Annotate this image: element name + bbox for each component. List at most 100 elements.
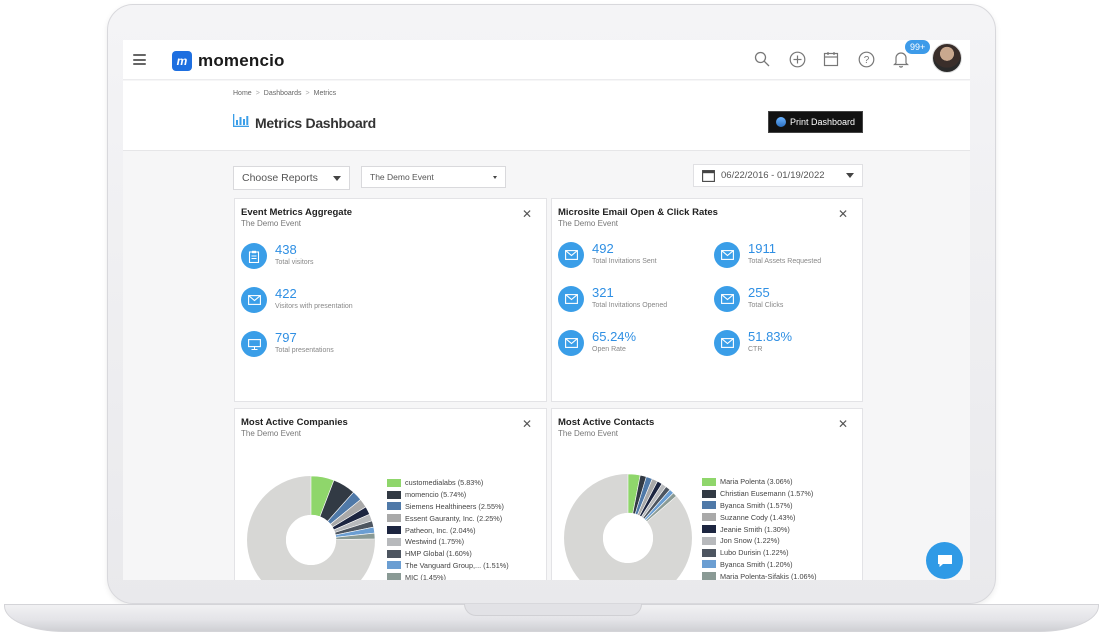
legend-label: HMP Global (1.60%) <box>405 549 472 559</box>
metric-label: Total Invitations Opened <box>592 302 668 309</box>
metric-label: Total Clicks <box>748 302 784 309</box>
legend-swatch <box>387 537 401 546</box>
metric-assets-requested: 1911 Total Assets Requested <box>714 242 821 268</box>
legend-item[interactable]: Westwind (1.75%) <box>387 536 509 548</box>
legend-item[interactable]: Patheon, Inc. (2.04%) <box>387 524 509 536</box>
metric-value: 422 <box>275 286 297 301</box>
companies-legend: customedialabs (5.83%) momencio (5.74%) Si… <box>387 477 509 580</box>
breadcrumb-home[interactable]: Home <box>233 90 252 97</box>
envelope-icon <box>241 287 267 313</box>
envelope-icon <box>714 242 740 268</box>
metric-label: Total Invitations Sent <box>592 258 657 265</box>
legend-swatch <box>702 477 716 486</box>
chat-support-button[interactable] <box>926 542 963 579</box>
notification-badge: 99+ <box>905 40 931 54</box>
choose-reports-label: Choose Reports <box>242 172 318 184</box>
metric-value: 797 <box>275 330 297 345</box>
search-icon[interactable] <box>753 50 771 68</box>
brand-logo[interactable]: m momencio <box>172 50 285 71</box>
contacts-donut-chart <box>564 474 692 580</box>
app-screen: m momencio ? 99+ Home > Dashboards > Met… <box>123 40 970 580</box>
legend-label: momencio (5.74%) <box>405 490 467 500</box>
metric-total-presentations: 797 Total presentations <box>241 331 334 357</box>
legend-item[interactable]: Suzanne Cody (1.43%) <box>702 511 817 523</box>
user-avatar[interactable] <box>932 43 962 73</box>
legend-swatch <box>387 549 401 558</box>
metric-label: Visitors with presentation <box>275 303 353 310</box>
card-title: Most Active Companies <box>241 417 348 428</box>
legend-swatch <box>387 514 401 523</box>
legend-label: Siemens Healthineers (2.55%) <box>405 501 504 511</box>
legend-item[interactable]: Byanca Smith (1.57%) <box>702 500 817 512</box>
legend-item[interactable]: customedialabs (5.83%) <box>387 477 509 489</box>
close-icon[interactable]: ✕ <box>837 207 848 221</box>
legend-item[interactable]: Essent Gauranty, Inc. (2.25%) <box>387 512 509 524</box>
chat-icon <box>937 554 952 567</box>
legend-label: Suzanne Cody (1.43%) <box>720 512 796 522</box>
choose-reports-dropdown[interactable]: Choose Reports <box>233 166 350 190</box>
close-icon[interactable]: ✕ <box>521 417 532 431</box>
close-icon[interactable]: ✕ <box>837 417 848 431</box>
legend-item[interactable]: Maria Polenta-Sifakis (1.06%) <box>702 570 817 580</box>
legend-label: Maria Polenta (3.06%) <box>720 477 793 487</box>
metric-total-visitors: 438 Total visitors <box>241 243 314 269</box>
metric-invitations-opened: 321 Total Invitations Opened <box>558 286 667 312</box>
metric-label: Total Assets Requested <box>748 258 822 265</box>
legend-item[interactable]: Siemens Healthineers (2.55%) <box>387 501 509 513</box>
print-dashboard-label: Print Dashboard <box>789 117 856 127</box>
legend-swatch <box>387 478 401 487</box>
legend-item[interactable]: Byanca Smith (1.20%) <box>702 559 817 571</box>
envelope-icon <box>558 242 584 268</box>
legend-item[interactable]: Jon Snow (1.22%) <box>702 535 817 547</box>
chevron-down-icon <box>493 175 497 179</box>
legend-label: Patheon, Inc. (2.04%) <box>405 525 476 535</box>
legend-swatch <box>702 525 716 534</box>
legend-swatch <box>702 548 716 557</box>
close-icon[interactable]: ✕ <box>521 207 532 221</box>
event-select[interactable]: The Demo Event <box>361 166 506 188</box>
most-active-contacts-card: Most Active Contacts The Demo Event ✕ Ma… <box>551 408 863 580</box>
help-icon[interactable]: ? <box>857 50 875 68</box>
legend-item[interactable]: momencio (5.74%) <box>387 489 509 501</box>
print-dashboard-button[interactable]: Print Dashboard <box>768 111 863 133</box>
card-title: Most Active Contacts <box>558 417 655 428</box>
date-range-picker[interactable]: 06/22/2016 - 01/19/2022 <box>693 164 863 187</box>
legend-label: Jon Snow (1.22%) <box>720 536 780 546</box>
chevron-down-icon <box>333 175 341 181</box>
event-select-value: The Demo Event <box>370 172 434 182</box>
legend-item[interactable]: Lubo Durisin (1.22%) <box>702 547 817 559</box>
legend-item[interactable]: The Vanguard Group,... (1.51%) <box>387 560 509 572</box>
legend-label: customedialabs (5.83%) <box>405 478 484 488</box>
laptop-notch <box>464 604 642 616</box>
metric-value: 65.24% <box>592 329 637 344</box>
legend-label: Christian Eusemann (1.57%) <box>720 489 814 499</box>
metric-invitations-sent: 492 Total Invitations Sent <box>558 242 657 268</box>
breadcrumb-separator: > <box>255 90 260 97</box>
add-icon[interactable] <box>788 50 806 68</box>
calendar-icon[interactable] <box>822 50 840 68</box>
legend-item[interactable]: Maria Polenta (3.06%) <box>702 476 817 488</box>
legend-item[interactable]: Jeanie Smith (1.30%) <box>702 523 817 535</box>
legend-swatch <box>702 560 716 569</box>
legend-item[interactable]: MIC (1.45%) <box>387 571 509 580</box>
legend-swatch <box>387 502 401 511</box>
card-title: Event Metrics Aggregate <box>241 207 353 218</box>
hamburger-menu-icon[interactable] <box>133 54 146 65</box>
legend-item[interactable]: HMP Global (1.60%) <box>387 548 509 560</box>
metric-label: Open Rate <box>592 346 626 353</box>
breadcrumb-dashboards[interactable]: Dashboards <box>263 90 302 97</box>
page-title: Metrics Dashboard <box>233 114 376 132</box>
brand-name: momencio <box>198 50 285 70</box>
metric-label: Total presentations <box>275 347 334 354</box>
legend-swatch <box>702 536 716 545</box>
legend-swatch <box>387 526 401 535</box>
notification-bell-icon[interactable] <box>892 50 910 68</box>
card-title: Microsite Email Open & Click Rates <box>558 207 718 218</box>
legend-label: Byanca Smith (1.20%) <box>720 559 793 569</box>
top-bar: m momencio ? 99+ <box>123 40 970 80</box>
donut-hole <box>603 513 653 563</box>
legend-item[interactable]: Christian Eusemann (1.57%) <box>702 488 817 500</box>
legend-label: Lubo Durisin (1.22%) <box>720 548 789 558</box>
page-title-text: Metrics Dashboard <box>255 115 376 131</box>
donut-hole <box>286 515 336 565</box>
